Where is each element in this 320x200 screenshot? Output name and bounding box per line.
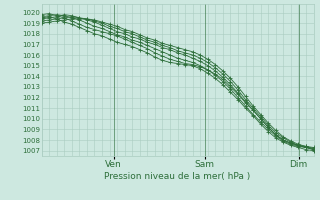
X-axis label: Pression niveau de la mer( hPa ): Pression niveau de la mer( hPa ): [104, 172, 251, 181]
